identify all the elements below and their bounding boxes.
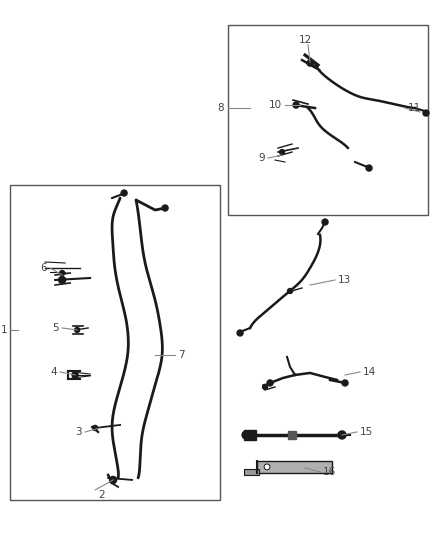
Bar (228, 25, 428, 215)
Circle shape (110, 477, 117, 483)
Circle shape (288, 288, 293, 294)
Circle shape (237, 330, 243, 336)
Circle shape (72, 372, 78, 378)
Circle shape (267, 380, 273, 386)
Text: 1: 1 (0, 325, 7, 335)
Circle shape (162, 205, 168, 211)
Bar (10, 185, 220, 500)
Text: 5: 5 (53, 323, 59, 333)
Circle shape (423, 110, 429, 116)
Circle shape (293, 102, 299, 108)
Text: 3: 3 (75, 427, 82, 437)
Circle shape (242, 431, 250, 439)
Circle shape (121, 190, 127, 196)
Text: 16: 16 (323, 467, 336, 477)
Circle shape (322, 219, 328, 225)
Text: 12: 12 (298, 35, 312, 45)
Bar (257, 461, 332, 473)
Circle shape (307, 60, 313, 66)
Text: 11: 11 (408, 103, 421, 113)
Circle shape (59, 277, 66, 284)
Circle shape (92, 425, 98, 431)
Text: 6: 6 (40, 263, 47, 273)
Bar (244, 430, 256, 440)
Bar (288, 431, 296, 439)
Circle shape (338, 431, 346, 439)
Circle shape (279, 150, 285, 155)
Text: 15: 15 (360, 427, 373, 437)
Circle shape (366, 165, 372, 171)
Bar (244, 469, 259, 475)
Text: 14: 14 (363, 367, 376, 377)
Circle shape (264, 464, 270, 470)
Text: 4: 4 (50, 367, 57, 377)
Text: 9: 9 (258, 153, 265, 163)
Text: 8: 8 (217, 103, 224, 113)
Circle shape (342, 380, 348, 386)
Text: 10: 10 (269, 100, 282, 110)
Circle shape (60, 271, 65, 276)
Circle shape (74, 327, 80, 333)
Text: 7: 7 (178, 350, 185, 360)
Text: 13: 13 (338, 275, 351, 285)
Text: 2: 2 (98, 490, 105, 500)
Circle shape (262, 384, 268, 390)
